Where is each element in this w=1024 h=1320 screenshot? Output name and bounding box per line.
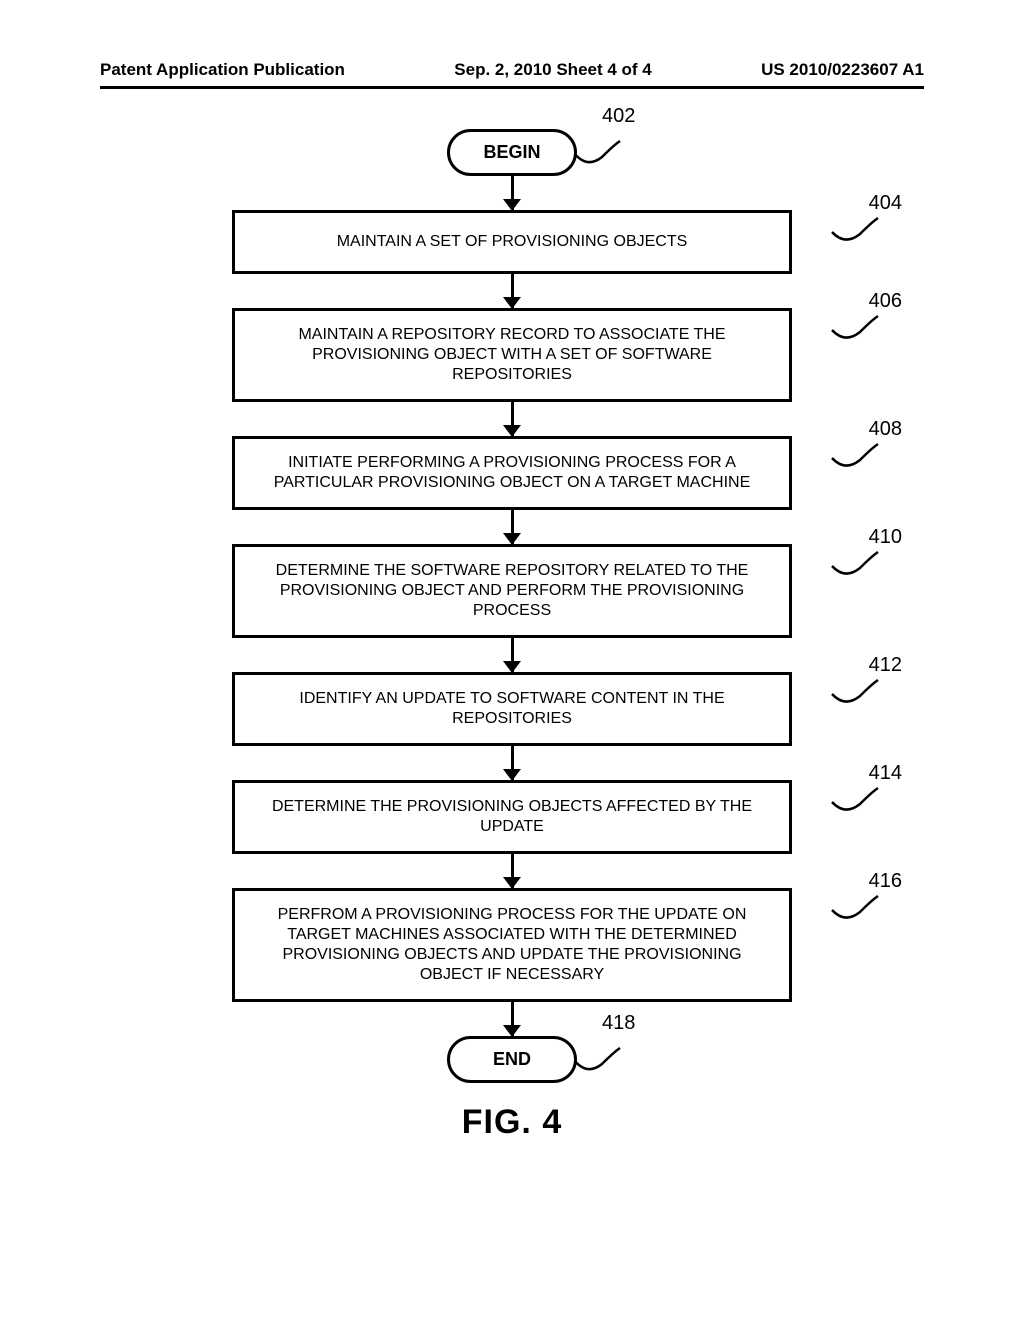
node-414-wrap: 414 DETERMINE THE PROVISIONING OBJECTS A… xyxy=(162,780,862,854)
node-414: DETERMINE THE PROVISIONING OBJECTS AFFEC… xyxy=(232,780,792,854)
arrow-412-414 xyxy=(511,746,514,780)
ref-416: 416 xyxy=(869,870,902,893)
node-end-wrap: 418 END xyxy=(162,1036,862,1083)
ref-curve-406 xyxy=(830,314,880,348)
ref-curve-410 xyxy=(830,550,880,584)
ref-curve-408 xyxy=(830,442,880,476)
arrow-406-408 xyxy=(511,402,514,436)
ref-curve-414 xyxy=(830,786,880,820)
figure-label: FIG. 4 xyxy=(100,1103,924,1142)
page-header: Patent Application Publication Sep. 2, 2… xyxy=(100,60,924,80)
header-divider xyxy=(100,86,924,89)
arrow-416-end xyxy=(511,1002,514,1036)
node-412-wrap: 412 IDENTIFY AN UPDATE TO SOFTWARE CONTE… xyxy=(162,672,862,746)
header-right: US 2010/0223607 A1 xyxy=(761,60,924,80)
header-center: Sep. 2, 2010 Sheet 4 of 4 xyxy=(454,60,651,80)
ref-418: 418 xyxy=(602,1012,635,1035)
node-begin-wrap: 402 BEGIN xyxy=(162,129,862,176)
node-410-wrap: 410 DETERMINE THE SOFTWARE REPOSITORY RE… xyxy=(162,544,862,638)
node-404-wrap: 404 MAINTAIN A SET OF PROVISIONING OBJEC… xyxy=(162,210,862,274)
arrow-408-410 xyxy=(511,510,514,544)
node-410: DETERMINE THE SOFTWARE REPOSITORY RELATE… xyxy=(232,544,792,638)
ref-402: 402 xyxy=(602,105,635,128)
ref-406: 406 xyxy=(869,290,902,313)
patent-page: Patent Application Publication Sep. 2, 2… xyxy=(0,0,1024,1320)
node-404: MAINTAIN A SET OF PROVISIONING OBJECTS xyxy=(232,210,792,274)
flowchart: 402 BEGIN 404 MAINTAIN A SET OF PROVISIO… xyxy=(162,129,862,1083)
ref-curve-416 xyxy=(830,894,880,928)
node-408: INITIATE PERFORMING A PROVISIONING PROCE… xyxy=(232,436,792,510)
ref-410: 410 xyxy=(869,526,902,549)
arrow-begin-404 xyxy=(511,176,514,210)
header-left: Patent Application Publication xyxy=(100,60,345,80)
ref-408: 408 xyxy=(869,418,902,441)
arrow-410-412 xyxy=(511,638,514,672)
ref-curve-402 xyxy=(572,139,622,169)
node-begin: BEGIN xyxy=(447,129,577,176)
node-406-wrap: 406 MAINTAIN A REPOSITORY RECORD TO ASSO… xyxy=(162,308,862,402)
node-406: MAINTAIN A REPOSITORY RECORD TO ASSOCIAT… xyxy=(232,308,792,402)
arrow-414-416 xyxy=(511,854,514,888)
ref-curve-418 xyxy=(572,1046,622,1076)
ref-curve-412 xyxy=(830,678,880,712)
node-412: IDENTIFY AN UPDATE TO SOFTWARE CONTENT I… xyxy=(232,672,792,746)
ref-412: 412 xyxy=(869,654,902,677)
arrow-404-406 xyxy=(511,274,514,308)
node-end: END xyxy=(447,1036,577,1083)
node-408-wrap: 408 INITIATE PERFORMING A PROVISIONING P… xyxy=(162,436,862,510)
node-416: PERFROM A PROVISIONING PROCESS FOR THE U… xyxy=(232,888,792,1002)
ref-404: 404 xyxy=(869,192,902,215)
ref-414: 414 xyxy=(869,762,902,785)
ref-curve-404 xyxy=(830,216,880,250)
node-416-wrap: 416 PERFROM A PROVISIONING PROCESS FOR T… xyxy=(162,888,862,1002)
